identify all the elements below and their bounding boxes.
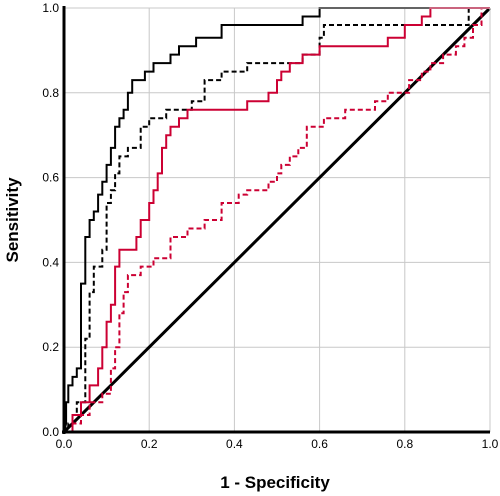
x-tick-label: 0.6 [311,437,328,451]
x-tick-label: 0.0 [56,437,73,451]
y-tick-label: 0.8 [42,86,59,100]
axes [62,6,491,434]
roc-curve-black-solid [63,7,490,433]
roc-curve-red-dashed [64,7,490,433]
y-tick-label: 0.0 [42,425,59,439]
y-tick-label: 1.0 [42,1,59,15]
roc-curve-red-solid [64,7,490,433]
x-axis-title: 1 - Specificity [220,473,330,492]
x-tick-label: 0.8 [396,437,413,451]
x-tick-label: 0.2 [141,437,158,451]
y-axis-title: Sensitivity [3,177,22,263]
y-tick-label: 0.4 [42,255,59,269]
y-tick-labels: 0.0 0.2 0.4 0.6 0.8 1.0 [42,1,59,439]
reference-diagonal [62,6,492,434]
y-tick-label: 0.2 [42,340,59,354]
y-tick-label: 0.6 [42,171,59,185]
series-layer [63,7,490,433]
x-tick-labels: 0.0 0.2 0.4 0.6 0.8 1.0 [56,437,499,451]
reference-line [62,6,492,434]
x-tick-label: 1.0 [482,437,499,451]
x-tick-label: 0.4 [226,437,243,451]
